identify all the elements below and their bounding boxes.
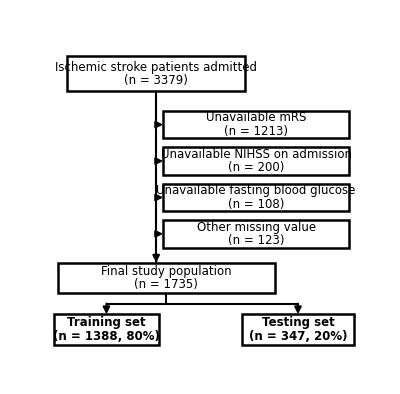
Text: (n = 1213): (n = 1213): [224, 125, 288, 138]
Text: Unavailable NIHSS on admission: Unavailable NIHSS on admission: [161, 148, 352, 161]
FancyBboxPatch shape: [54, 314, 159, 345]
Text: (n = 123): (n = 123): [228, 234, 284, 247]
FancyBboxPatch shape: [163, 111, 349, 138]
FancyBboxPatch shape: [58, 263, 275, 293]
Text: Training set: Training set: [67, 316, 146, 329]
Text: (n = 1735): (n = 1735): [134, 278, 198, 291]
Text: Unavailable mRS: Unavailable mRS: [206, 112, 306, 125]
FancyBboxPatch shape: [242, 314, 354, 345]
FancyBboxPatch shape: [163, 147, 349, 175]
Text: (n = 1388, 80%): (n = 1388, 80%): [53, 330, 160, 343]
Text: (n = 200): (n = 200): [228, 161, 284, 174]
Text: (n = 347, 20%): (n = 347, 20%): [249, 330, 347, 343]
Text: Unavailable fasting blood glucose: Unavailable fasting blood glucose: [156, 184, 356, 197]
Text: Other missing value: Other missing value: [196, 221, 316, 234]
Text: Final study population: Final study population: [101, 265, 232, 278]
Text: (n = 3379): (n = 3379): [124, 74, 188, 87]
FancyBboxPatch shape: [163, 220, 349, 247]
Text: (n = 108): (n = 108): [228, 198, 284, 211]
Text: Testing set: Testing set: [262, 316, 334, 329]
FancyBboxPatch shape: [67, 56, 245, 91]
FancyBboxPatch shape: [163, 184, 349, 211]
Text: Ischemic stroke patients admitted: Ischemic stroke patients admitted: [55, 61, 257, 74]
